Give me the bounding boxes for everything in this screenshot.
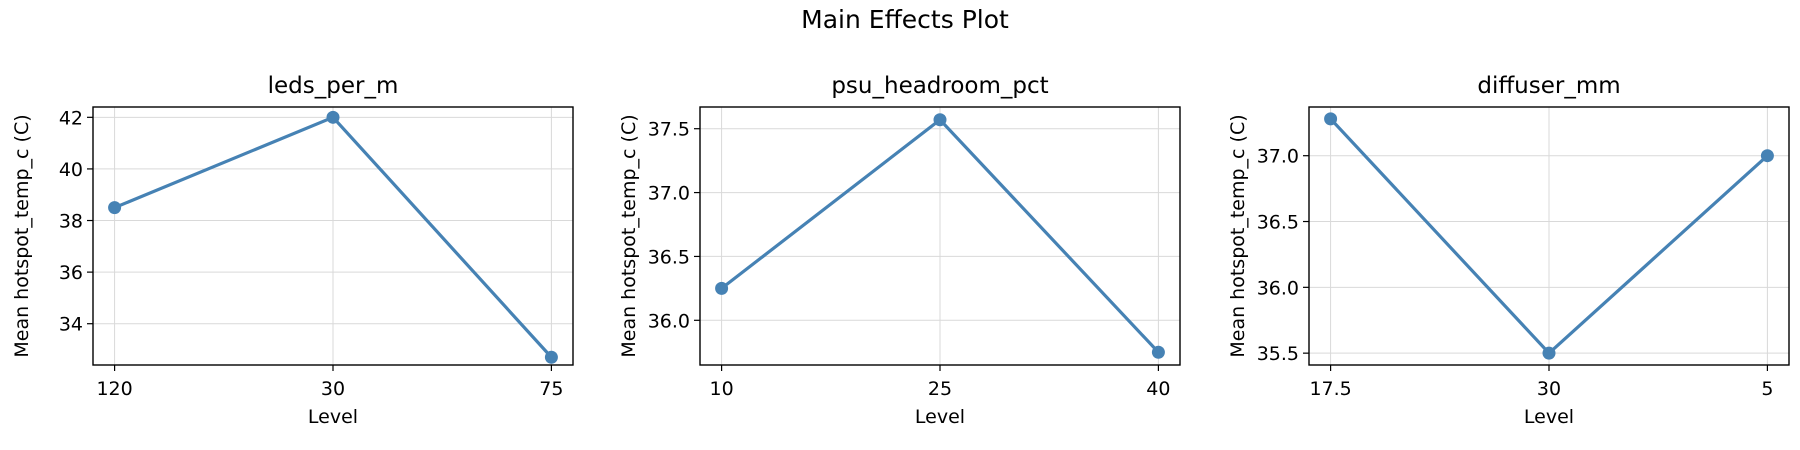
panel-1: 120 30 75 34 36 38 40 42 leds_per_m Level Mean hot…: [11, 73, 574, 428]
y-tick-label: 36: [59, 262, 83, 284]
y-axis-label: Mean hotspot_temp_c (C): [11, 114, 33, 357]
data-point: [326, 110, 340, 124]
data-point: [933, 113, 947, 127]
y-tick-label: 36.5: [1257, 212, 1299, 234]
y-tick-label: 35.5: [1257, 343, 1299, 365]
data-point: [715, 281, 729, 295]
data-point: [1760, 149, 1774, 163]
x-tick-label: 30: [1537, 378, 1561, 400]
x-axis-label: Level: [1524, 406, 1574, 428]
y-axis-label: Mean hotspot_temp_c (C): [1227, 114, 1249, 357]
y-tick-label: 37.0: [648, 183, 690, 205]
y-tick-label: 34: [59, 314, 83, 336]
x-tick-label: 5: [1761, 378, 1773, 400]
y-tick-label: 36.5: [648, 246, 690, 268]
x-tick-label: 10: [710, 378, 734, 400]
panel-2: 10 25 40 36.0 36.5 37.0 37.5 psu_headroom_pct Le…: [618, 73, 1181, 428]
y-tick-label: 37.0: [1257, 146, 1299, 168]
panels: 120 30 75 34 36 38 40 42 leds_per_m Level Mean hot…: [11, 73, 1790, 428]
data-point: [108, 201, 122, 215]
data-point: [544, 350, 558, 364]
x-axis-label: Level: [915, 406, 965, 428]
panel-title: diffuser_mm: [1477, 73, 1620, 99]
panel-3: 17.5 30 5 35.5 36.0 36.5 37.0 diffuser_mm Level M…: [1227, 73, 1790, 428]
y-axis-label: Mean hotspot_temp_c (C): [618, 114, 640, 357]
data-point: [1324, 112, 1338, 126]
x-tick-label: 25: [928, 378, 952, 400]
y-tick-label: 36.0: [1257, 277, 1299, 299]
data-point: [1151, 345, 1165, 359]
figure-title: Main Effects Plot: [801, 5, 1009, 34]
y-tick-label: 42: [59, 107, 83, 129]
y-tick-label: 36.0: [648, 310, 690, 332]
x-tick-label: 30: [321, 378, 345, 400]
x-tick-label: 75: [539, 378, 563, 400]
panel-title: psu_headroom_pct: [831, 73, 1048, 99]
y-tick-label: 38: [59, 211, 83, 233]
x-tick-label: 120: [96, 378, 132, 400]
data-point: [1542, 346, 1556, 360]
panel-title: leds_per_m: [268, 73, 399, 99]
x-tick-label: 17.5: [1309, 378, 1351, 400]
y-tick-label: 40: [59, 159, 83, 181]
y-tick-label: 37.5: [648, 119, 690, 141]
x-axis-label: Level: [308, 406, 358, 428]
x-tick-label: 40: [1146, 378, 1170, 400]
